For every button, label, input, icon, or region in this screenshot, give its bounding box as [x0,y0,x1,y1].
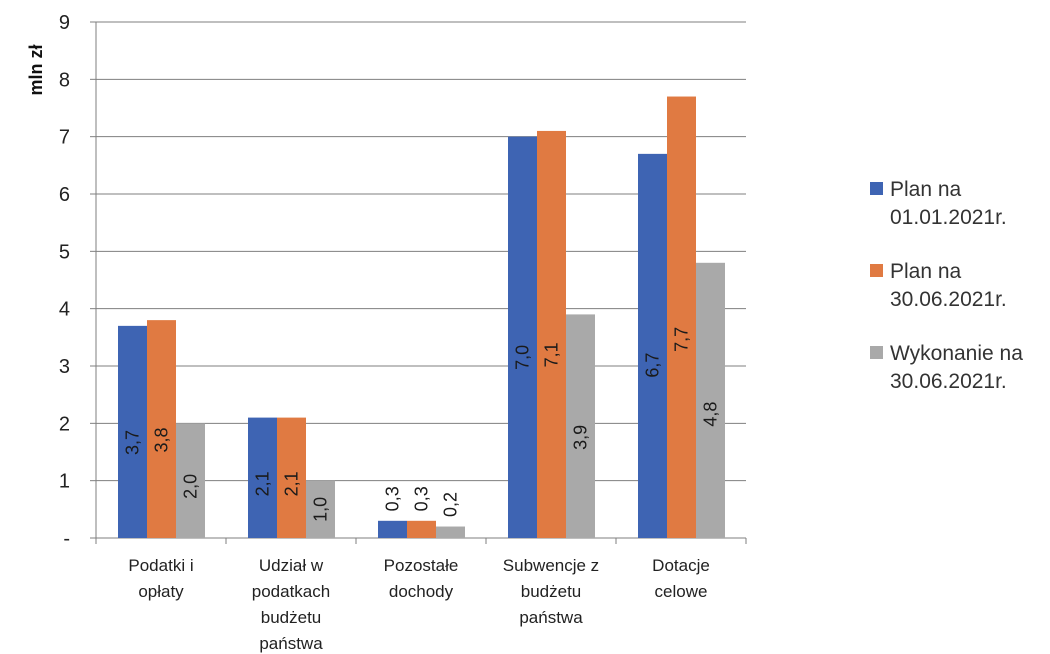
bar [306,480,335,538]
bar [248,417,277,538]
bar [667,96,696,539]
y-tick-label: - [63,528,70,550]
bar [537,130,566,538]
legend-item-execution: Wykonanie na 30.06.2021r. [870,340,1048,396]
bar [436,526,465,538]
data-label: 2,1 [282,471,302,496]
y-tick-label: 9 [59,12,70,34]
data-label: 0,3 [412,486,432,511]
data-label: 0,2 [441,492,461,517]
bar [407,520,436,538]
y-tick-label: 5 [59,241,70,263]
y-axis-title: mln zł [26,44,46,95]
bar [277,417,306,538]
data-label: 0,3 [383,486,403,511]
data-label: 1,0 [311,497,331,522]
legend-swatch-plan-mid [870,264,883,277]
bar [118,325,147,538]
data-label: 7,1 [542,342,562,367]
y-tick-label: 2 [59,413,70,435]
y-tick-label: 7 [59,127,70,149]
legend-label-execution: Wykonanie na 30.06.2021r. [890,342,1023,393]
legend-item-plan-mid: Plan na 30.06.2021r. [870,258,1048,314]
data-label: 3,9 [571,425,591,450]
data-label: 2,0 [181,474,201,499]
x-category-label: Udział w podatkach budżetu państwa [252,556,330,653]
legend-swatch-execution [870,346,883,359]
y-tick-label: 1 [59,471,70,493]
bar [638,153,667,538]
x-category-label: Subwencje z budżetu państwa [503,556,599,627]
bar [696,262,725,538]
data-label: 4,8 [701,402,721,427]
legend-label-plan-mid: Plan na 30.06.2021r. [890,260,1007,311]
bar [176,423,205,538]
legend-label-plan-start: Plan na 01.01.2021r. [890,178,1007,229]
y-tick-label: 8 [59,69,70,91]
y-tick-label: 3 [59,356,70,378]
bar [508,136,537,538]
data-label: 2,1 [253,471,273,496]
legend-item-plan-start: Plan na 01.01.2021r. [870,176,1048,232]
x-category-label: Dotacje celowe [652,556,710,601]
data-label: 6,7 [643,353,663,378]
x-category-label: Pozostałe dochody [384,556,459,601]
data-label: 3,8 [152,427,172,452]
bar [566,314,595,538]
x-category-label: Podatki i opłaty [128,556,193,601]
y-tick-label: 6 [59,184,70,206]
data-label: 7,7 [672,327,692,352]
data-label: 7,0 [513,345,533,370]
y-tick-label: 4 [59,299,70,321]
legend-swatch-plan-start [870,182,883,195]
bar [378,520,407,538]
bar [147,320,176,538]
data-label: 3,7 [123,430,143,455]
legend: Plan na 01.01.2021r. Plan na 30.06.2021r… [870,176,1048,422]
